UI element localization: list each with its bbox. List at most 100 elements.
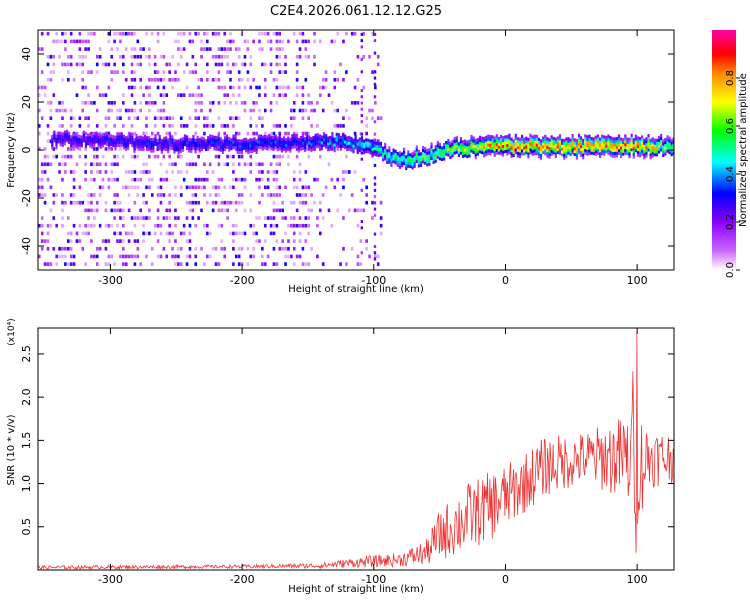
ridge-cell	[478, 135, 482, 139]
ridge-cell	[152, 149, 155, 153]
noise-cell	[232, 200, 235, 205]
noise-cell	[66, 239, 70, 243]
ridge-cell	[244, 149, 248, 153]
noise-cell	[145, 162, 148, 167]
noise-cell	[194, 254, 198, 259]
noise-cell	[162, 147, 166, 151]
ridge-cell	[314, 142, 317, 146]
ridge-cell	[474, 144, 477, 148]
ridge-cell	[464, 148, 467, 152]
noise-cell	[318, 154, 322, 159]
ridge-cell	[548, 141, 551, 145]
ridge-cell	[489, 146, 492, 150]
ridge-cell	[103, 138, 107, 142]
noise-cell	[142, 200, 145, 205]
noise-cell	[333, 39, 337, 44]
noise-cell	[185, 239, 189, 243]
ridge-cell	[544, 134, 547, 138]
ridge-cell	[365, 149, 368, 154]
noise-cell	[209, 24, 212, 28]
noise-cell	[194, 70, 198, 74]
noise-cell	[333, 185, 337, 190]
noise-cell	[116, 231, 119, 236]
noise-cell	[58, 101, 61, 105]
noise-cell	[208, 108, 212, 113]
noise-cell	[307, 231, 311, 236]
noise-cell	[261, 246, 264, 251]
ridge-cell	[91, 145, 94, 149]
ridge-cell	[280, 140, 284, 144]
ridge-cell	[398, 151, 401, 155]
ridge-cell	[421, 145, 425, 150]
ridge-cell	[657, 138, 661, 142]
ridge-cell	[499, 146, 503, 150]
ridge-cell	[217, 140, 220, 144]
noise-cell	[145, 101, 148, 105]
ridge-cell	[641, 149, 644, 153]
noise-cell	[188, 70, 192, 74]
noise-cell	[49, 70, 53, 74]
ridge-cell	[274, 140, 277, 144]
ridge-cell	[396, 157, 399, 162]
ridge-cell	[535, 143, 538, 147]
ridge-cell	[430, 142, 433, 146]
noise-cell	[350, 101, 354, 105]
noise-cell	[78, 124, 82, 128]
ridge-cell	[320, 146, 324, 151]
ridge-cell	[135, 136, 138, 141]
noise-cell	[379, 200, 383, 205]
ridge-cell	[223, 144, 227, 149]
snr-frame	[37, 327, 675, 571]
ridge-cell	[548, 152, 551, 156]
ridge-cell	[582, 147, 585, 151]
ridge-cell	[493, 139, 496, 143]
noise-cell	[165, 216, 169, 220]
ridge-cell	[242, 138, 246, 142]
ridge-cell	[377, 142, 380, 146]
noise-cell	[127, 254, 131, 259]
noise-cell	[171, 162, 174, 167]
ridge-cell	[413, 153, 416, 157]
ridge-cell	[552, 151, 555, 155]
ridge-cell	[601, 143, 604, 147]
noise-cell	[281, 70, 284, 74]
noise-cell	[258, 31, 261, 36]
noise-cell	[266, 177, 270, 182]
ridge-cell	[253, 145, 256, 150]
ridge-cell	[632, 149, 635, 153]
ridge-cell	[310, 137, 313, 141]
ridge-cell	[434, 145, 437, 149]
ridge-cell	[424, 161, 427, 165]
ridge-cell	[594, 144, 597, 148]
ridge-cell	[291, 145, 294, 149]
noise-cell	[174, 193, 177, 197]
ridge-cell	[129, 135, 132, 139]
ridge-cell	[430, 153, 433, 158]
ridge-cell	[101, 135, 104, 139]
noise-cell	[350, 193, 354, 197]
noise-cell	[107, 185, 111, 190]
noise-cell	[249, 108, 253, 113]
noise-cell	[359, 262, 363, 266]
noise-cell	[342, 116, 345, 120]
ridge-cell	[280, 149, 284, 153]
ridge-cell	[497, 142, 501, 146]
noise-cell	[116, 116, 119, 120]
ridge-cell	[495, 134, 498, 138]
ridge-cell	[358, 137, 361, 141]
noise-cell	[107, 85, 111, 90]
ridge-cell	[198, 146, 201, 150]
ridge-cell	[565, 137, 568, 141]
noise-cell	[49, 108, 53, 113]
ridge-cell	[173, 147, 176, 151]
noise-cell	[206, 254, 209, 259]
ridge-cell	[531, 138, 534, 142]
ridge-cell	[605, 138, 608, 142]
ridge-cell	[561, 150, 564, 154]
noise-cell	[246, 262, 250, 266]
ridge-cell	[628, 152, 631, 156]
ridge-cell	[137, 141, 140, 145]
ridge-cell	[360, 147, 364, 151]
ridge-cell	[228, 145, 231, 149]
ridge-cell	[660, 136, 663, 140]
